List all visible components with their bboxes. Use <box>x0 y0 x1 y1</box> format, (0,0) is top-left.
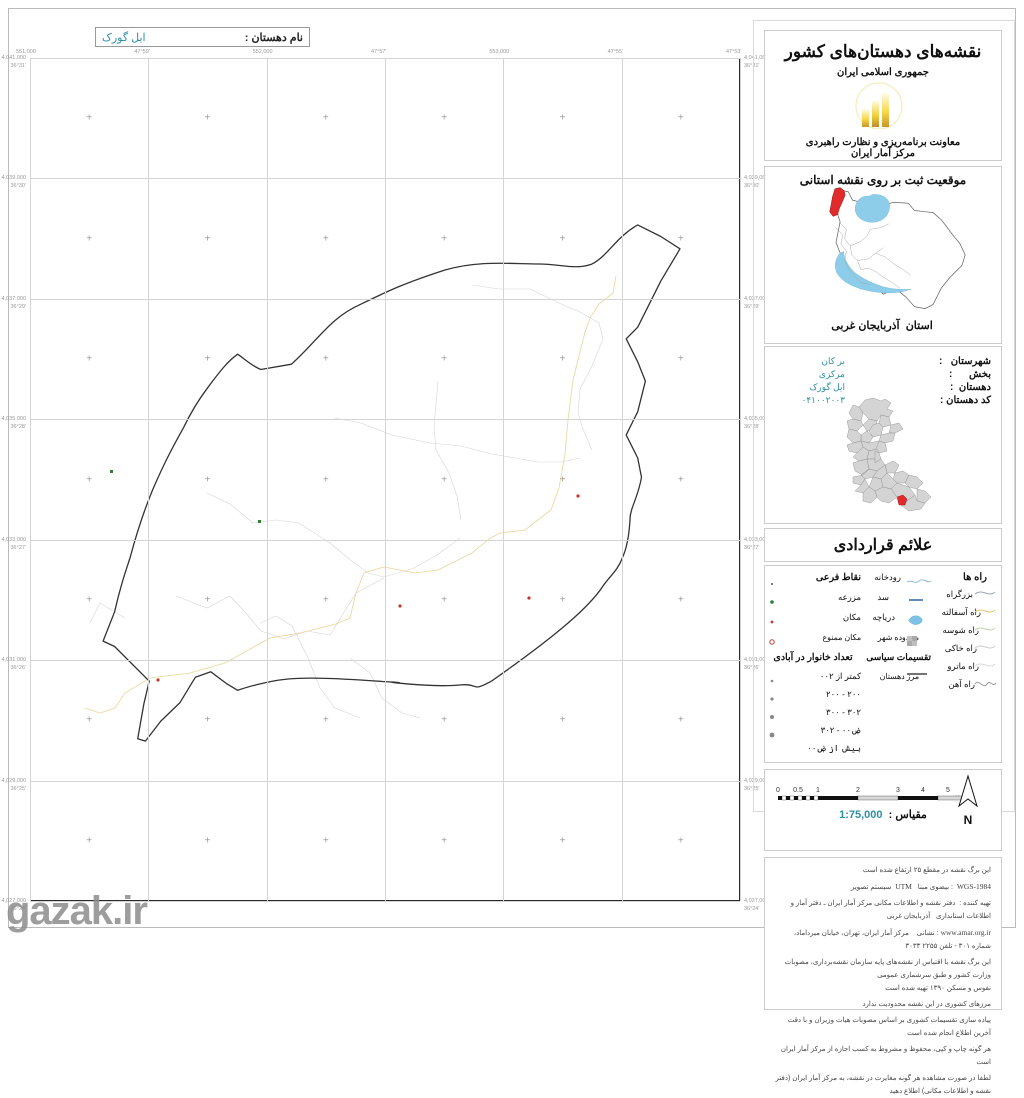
svg-text:استان آذربایجان غربی: استان آذربایجان غربی <box>831 318 933 332</box>
svg-text:مقیاس : 1:75,000: مقیاس : 1:75,000 <box>839 809 927 821</box>
svg-text:5: 5 <box>946 787 950 794</box>
svg-text:N: N <box>964 813 973 827</box>
svg-text:0.5: 0.5 <box>793 787 803 794</box>
svg-text:3: 3 <box>896 787 900 794</box>
svg-text:4: 4 <box>921 787 925 794</box>
svg-text:2: 2 <box>856 787 860 794</box>
svg-text:0: 0 <box>776 787 780 794</box>
svg-text:1: 1 <box>816 787 820 794</box>
